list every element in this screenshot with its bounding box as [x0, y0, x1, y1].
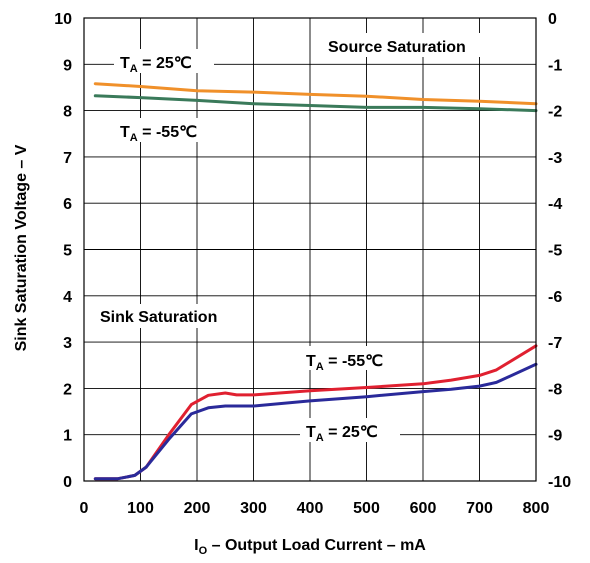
y-left-tick-label: 10: [54, 11, 72, 28]
y-left-tick-label: 2: [63, 381, 72, 398]
grid: [84, 18, 536, 481]
y-right-tick-label: -5: [548, 243, 562, 260]
y-left-tick-label: 6: [63, 196, 72, 213]
src-m55-label-bg: [114, 118, 222, 142]
src-25-label: TA = 25℃: [120, 55, 192, 75]
y-right-tick-label: -3: [548, 150, 562, 167]
sink-saturation-label-bg: [94, 304, 244, 328]
y-right-tick-label: -1: [548, 57, 562, 74]
y-left-tick-label: 1: [63, 428, 72, 445]
y-axis-title-left: Sink Saturation Voltage – V: [13, 144, 30, 351]
plot-frame: [83, 17, 537, 482]
series-line-4: [93, 362, 538, 481]
y-right-tick-label: -2: [548, 104, 562, 121]
y-left-tick-label: 7: [63, 150, 72, 167]
sink-25-label-bg: [300, 418, 400, 442]
sink-m55-label: TA = -55℃: [306, 353, 383, 373]
x-tick-label: 400: [297, 500, 324, 517]
y-right-tick-label: -7: [548, 335, 562, 352]
y-right-tick-label: 0: [548, 11, 557, 28]
y-left-tick-label: 4: [63, 289, 72, 306]
source-saturation-label: Source Saturation: [328, 39, 466, 56]
x-tick-label: 0: [80, 500, 89, 517]
series-line-1: [93, 82, 538, 106]
y-left-tick-label: 0: [63, 474, 72, 491]
y-left-tick-label: 8: [63, 104, 72, 121]
x-tick-label: 800: [523, 500, 550, 517]
y-right-tick-label: -10: [548, 474, 571, 491]
x-axis-title: IO – Output Load Current – mA: [194, 537, 426, 557]
y-left-tick-label: 3: [63, 335, 72, 352]
x-tick-label: 200: [184, 500, 211, 517]
x-tick-label: 600: [410, 500, 437, 517]
y-left-tick-label: 5: [63, 243, 72, 260]
y-right-tick-label: -4: [548, 196, 562, 213]
y-right-tick-label: -6: [548, 289, 562, 306]
sink-saturation-label: Sink Saturation: [100, 309, 217, 326]
x-tick-label: 500: [353, 500, 380, 517]
y-right-tick-label: -8: [548, 381, 562, 398]
x-tick-label: 300: [240, 500, 267, 517]
source-saturation-label-bg: [322, 33, 504, 57]
x-tick-label: 100: [127, 500, 154, 517]
y-left-tick-label: 9: [63, 57, 72, 74]
series-lines: [93, 82, 538, 481]
annotations: Source Saturation Sink Saturation TA = 2…: [94, 33, 504, 444]
tick-labels: 0 100 200 300 400 500 600 700 800012345678910-10…: [54, 11, 571, 517]
x-tick-label: 700: [466, 500, 493, 517]
src-m55-label: TA = -55℃: [120, 124, 197, 144]
series-line-2: [93, 94, 538, 113]
sink-25-label: TA = 25℃: [306, 424, 378, 444]
y-right-tick-label: -9: [548, 428, 562, 445]
sink-m55-label-bg: [300, 346, 410, 370]
src-25-label-bg: [114, 49, 214, 73]
